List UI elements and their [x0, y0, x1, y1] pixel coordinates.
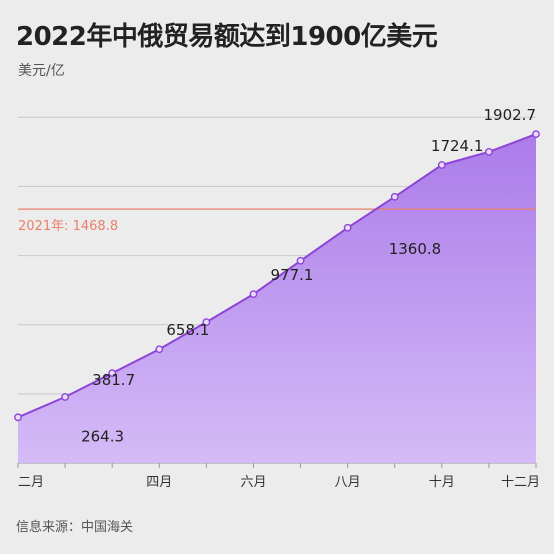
reference-label: 2021年: 1468.8	[18, 219, 118, 234]
data-label: 977.1	[271, 266, 314, 284]
x-tick-label: 四月	[146, 475, 172, 490]
data-point	[532, 130, 540, 139]
x-tick-label: 十二月	[501, 475, 540, 490]
area-fill-layer	[18, 134, 536, 463]
data-point	[108, 369, 117, 378]
data-point	[202, 318, 211, 327]
data-point	[343, 223, 352, 232]
chart-title: 2022年中俄贸易额达到1900亿美元	[16, 22, 438, 52]
x-tick-label: 十月	[429, 475, 455, 490]
series-line-layer	[17, 133, 537, 419]
data-points	[14, 130, 540, 422]
data-point	[296, 256, 305, 265]
x-axis-ticks: 二月 四月 六月 八月 十月 十二月	[17, 463, 540, 490]
data-point	[249, 290, 258, 299]
data-point	[61, 393, 69, 401]
reference-layer: 2021年: 1468.8	[18, 208, 536, 234]
series-line	[17, 133, 537, 419]
y-unit-label: 美元/亿	[18, 63, 65, 79]
data-label: 264.3	[81, 427, 124, 445]
data-label: 381.7	[92, 371, 135, 389]
data-point	[155, 345, 164, 354]
x-tick-label: 二月	[18, 475, 44, 490]
data-label: 1360.8	[389, 240, 442, 258]
data-label: 658.1	[166, 321, 209, 339]
area-fill	[18, 134, 536, 463]
data-point	[14, 413, 22, 422]
data-point	[390, 192, 399, 201]
data-label: 1724.1	[431, 137, 484, 155]
data-label: 1902.7	[484, 106, 537, 124]
x-tick-label: 八月	[335, 475, 361, 490]
source-note: 信息来源：中国海关	[16, 520, 134, 535]
data-point	[437, 161, 446, 169]
data-point	[485, 147, 493, 156]
x-tick-label: 六月	[240, 475, 266, 490]
